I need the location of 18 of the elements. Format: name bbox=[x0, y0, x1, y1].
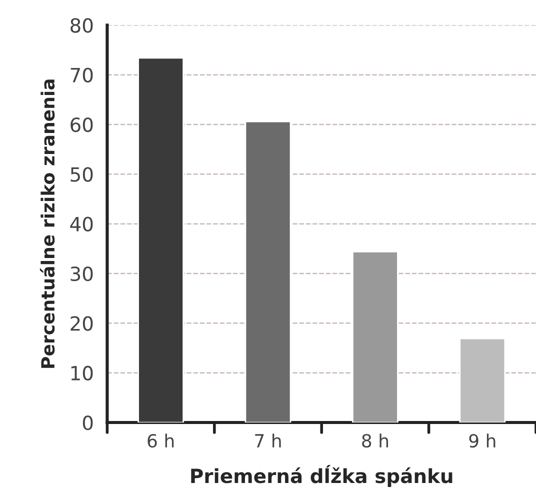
x-tick-label: 9 h bbox=[469, 434, 496, 448]
x-tick-label: 8 h bbox=[362, 434, 388, 448]
x-tick-label: 6 h bbox=[148, 434, 174, 448]
x-axis-title: Priemerná dĺžka spánku bbox=[191, 464, 452, 488]
y-tick-label: 50 bbox=[70, 167, 93, 182]
y-tick-label: 40 bbox=[70, 216, 93, 232]
y-tick-label: 10 bbox=[71, 366, 93, 381]
y-tick-label: 0 bbox=[82, 415, 93, 430]
y-tick-label: 30 bbox=[70, 266, 93, 282]
y-tick-label: 80 bbox=[70, 18, 93, 33]
y-tick-label: 60 bbox=[70, 117, 93, 132]
bar bbox=[244, 120, 292, 423]
bar bbox=[352, 250, 398, 423]
bar bbox=[138, 57, 184, 423]
y-tick-label: 20 bbox=[70, 316, 93, 331]
x-tick-label: 7 h bbox=[255, 434, 281, 448]
y-axis-title: Percentuálne riziko zranenia bbox=[40, 80, 55, 368]
y-tick-label: 70 bbox=[70, 68, 93, 82]
